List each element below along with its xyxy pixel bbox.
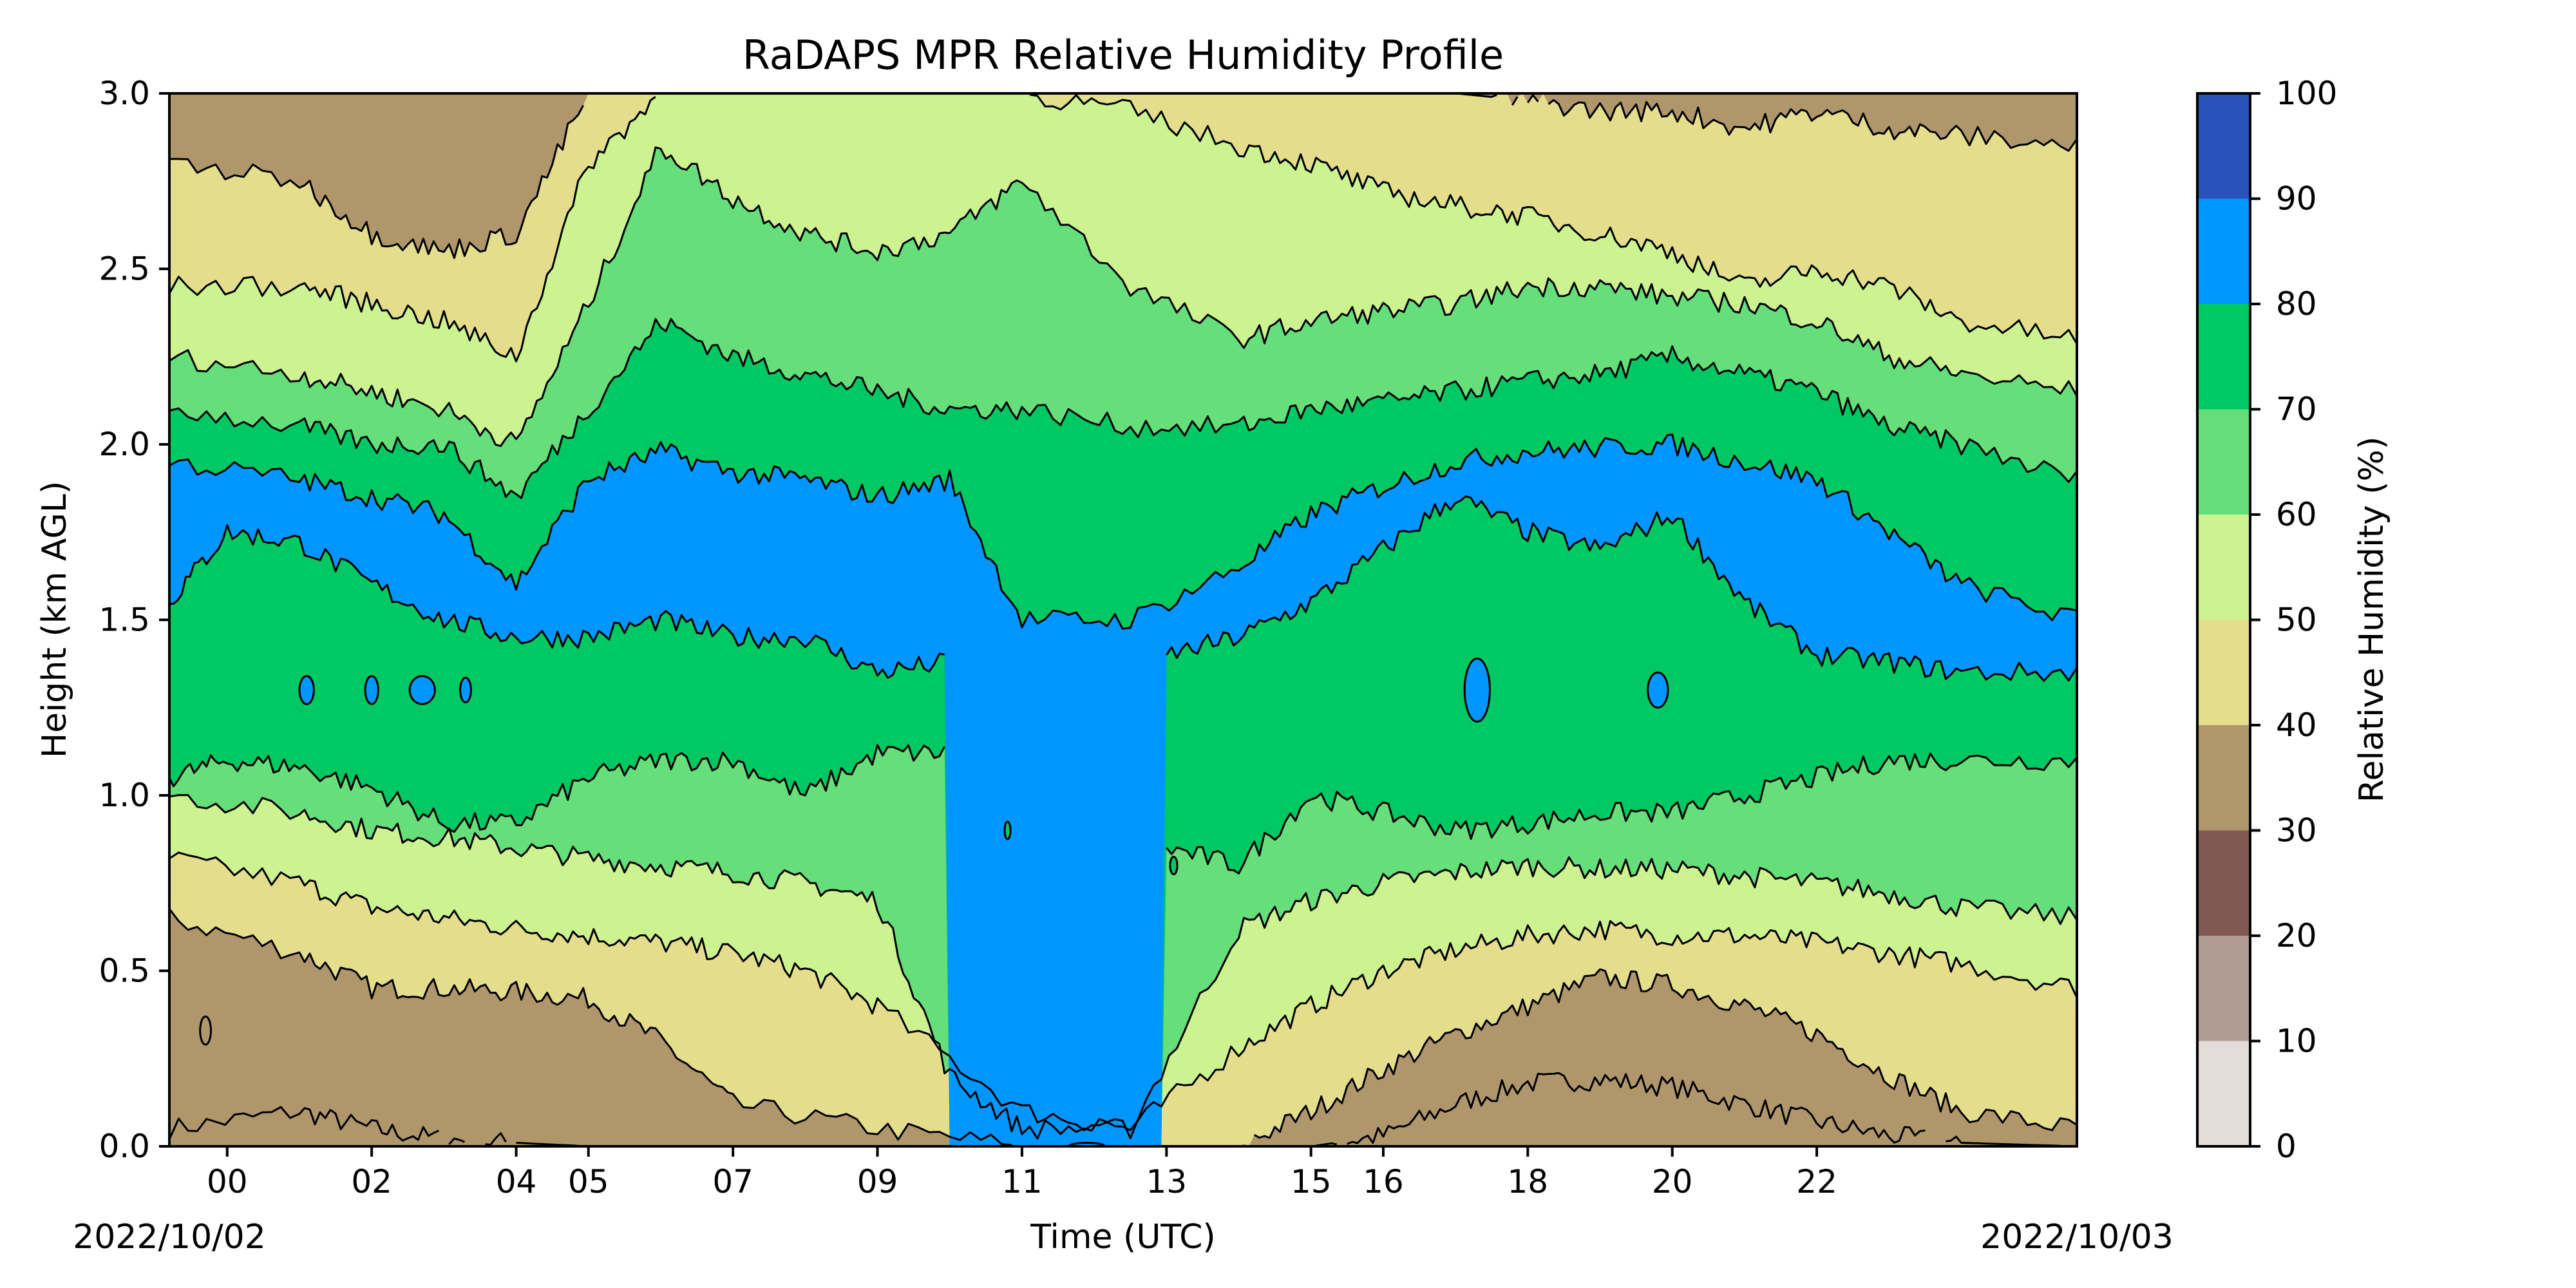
colorbar-tick-label: 10 — [2276, 1023, 2317, 1060]
contour-patch — [364, 675, 379, 705]
contour-patch — [1463, 658, 1491, 723]
colorbar-segment — [2197, 830, 2250, 936]
colorbar-segment — [2197, 515, 2250, 620]
contour-patch — [199, 1015, 213, 1046]
contour-line — [485, 1132, 507, 1146]
contour-patch — [408, 675, 436, 705]
colorbar-segment — [2197, 1041, 2250, 1146]
contour-line — [1548, 99, 2077, 152]
colorbar-tick-label: 30 — [2276, 812, 2317, 849]
colorbar-segment — [2197, 409, 2250, 515]
colorbar-segment — [2197, 725, 2250, 831]
x-tick-label: 20 — [1652, 1163, 1693, 1200]
colorbar-tick-label: 90 — [2276, 180, 2317, 218]
y-tick-label: 1.0 — [99, 777, 150, 814]
colorbar-segment — [2197, 620, 2250, 725]
colorbar: 0 10 20 30 40 50 60 70 80 90 100 — [2196, 75, 2337, 1165]
start-date-label: 2022/10/02 — [73, 1218, 266, 1256]
y-tick-label: 2.5 — [99, 251, 150, 288]
colorbar-segment — [2197, 936, 2250, 1041]
colorbar-label: Relative Humidity (%) — [2353, 437, 2391, 803]
x-tick-label: 22 — [1796, 1163, 1837, 1200]
y-tick-label: 3.0 — [99, 75, 150, 112]
colorbar-segment — [2197, 304, 2250, 410]
contour-line — [1511, 96, 1519, 106]
x-tick-label: 18 — [1507, 1163, 1548, 1200]
contour-bands — [169, 93, 2077, 1146]
colorbar-tick-label: 60 — [2276, 496, 2317, 533]
y-tick-label: 0.5 — [99, 952, 150, 990]
y-axis-label: Height (km AGL) — [35, 481, 74, 758]
x-axis: 00 02 04 05 07 09 11 13 15 16 18 20 22 — [207, 1146, 1837, 1200]
x-tick-label: 00 — [207, 1163, 248, 1200]
colorbar-tick-label: 40 — [2276, 706, 2317, 744]
x-tick-label: 07 — [712, 1163, 753, 1200]
x-tick-label: 05 — [568, 1163, 609, 1200]
contour-line — [169, 744, 946, 833]
x-axis-label: Time (UTC) — [1030, 1218, 1215, 1256]
x-tick-label: 09 — [857, 1163, 898, 1200]
x-tick-label: 02 — [351, 1163, 392, 1200]
contour-line — [169, 104, 585, 260]
colorbar-tick-label: 70 — [2276, 391, 2317, 428]
colorbar-segment — [2197, 198, 2250, 304]
end-date-label: 2022/10/03 — [1980, 1218, 2174, 1256]
colorbar-tick-label: 50 — [2276, 601, 2317, 639]
contour-line — [1166, 495, 2077, 682]
contour-band — [169, 93, 2077, 258]
contour-line — [169, 433, 2077, 630]
x-tick-label: 13 — [1146, 1163, 1188, 1200]
colorbar-tick-label: 100 — [2276, 75, 2337, 112]
contour-patch — [1169, 855, 1179, 876]
contour-line — [169, 146, 2077, 448]
contour-line — [169, 524, 945, 679]
contour-patch — [1647, 671, 1669, 709]
contour-lines — [169, 93, 2077, 1146]
chart-title: RaDAPS MPR Relative Humidity Profile — [743, 32, 1504, 79]
y-tick-label: 0.0 — [99, 1128, 150, 1165]
contour-line — [1029, 93, 2077, 345]
contour-line — [169, 95, 656, 363]
contour-patch — [459, 676, 472, 704]
colorbar-tick-label: 20 — [2276, 917, 2317, 954]
contour-band — [169, 93, 2077, 362]
y-tick-label: 1.5 — [99, 601, 150, 639]
colorbar-segment — [2197, 93, 2250, 199]
contour-line — [169, 1106, 439, 1142]
colorbar-tick-label: 80 — [2276, 285, 2317, 323]
contour-line — [1347, 1072, 1926, 1145]
x-tick-label: 15 — [1291, 1163, 1332, 1200]
contour-line — [1527, 94, 1539, 104]
contour-line — [1253, 968, 2077, 1139]
y-axis: 0.0 0.5 1.0 1.5 2.0 2.5 3.0 — [99, 75, 169, 1165]
contour-line — [169, 317, 2077, 499]
contour-line — [1166, 752, 2077, 875]
contour-line — [169, 908, 1012, 1146]
plot-area — [168, 92, 2078, 1148]
y-tick-label: 2.0 — [99, 426, 150, 463]
x-tick-label: 04 — [496, 1163, 537, 1200]
x-tick-label: 16 — [1363, 1163, 1404, 1200]
contour-line — [169, 794, 2077, 1140]
colorbar-tick-label: 0 — [2276, 1128, 2297, 1165]
contour-patch — [1003, 820, 1012, 840]
contour-line — [169, 851, 2077, 1132]
contour-line — [448, 1137, 465, 1145]
x-tick-label: 11 — [1001, 1163, 1043, 1200]
contour-patch — [298, 675, 315, 705]
